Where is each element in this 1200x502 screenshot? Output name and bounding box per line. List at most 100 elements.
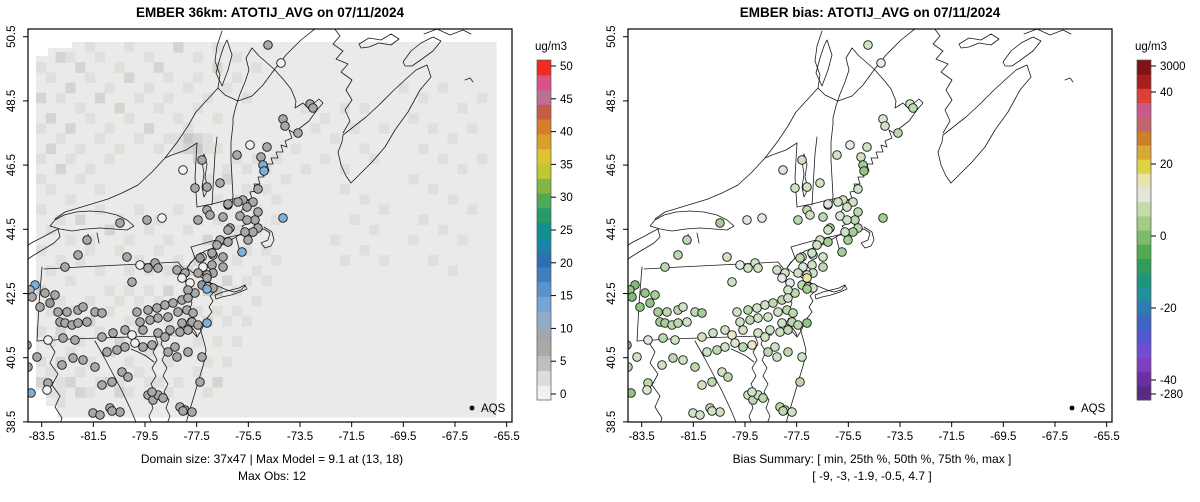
outline-lake-erie-north: [28, 228, 59, 246]
outline-finger-lake-2: [96, 232, 100, 244]
raster-cell: [114, 376, 125, 388]
right-caption-line2: [ -9, -3, -1.9, -0.5, 4.7 ]: [812, 469, 932, 483]
raster-cell: [143, 376, 154, 388]
aqs-site-dot: [82, 317, 92, 327]
aqs-site-dot: [108, 328, 118, 338]
raster-cell: [163, 133, 174, 144]
colorbar-segment: [537, 296, 551, 312]
aqs-site-dot: [183, 325, 193, 335]
raster-cell: [124, 234, 135, 246]
aqs-site-dot: [850, 215, 860, 225]
colorbar-segment: [1137, 329, 1151, 344]
aqs-site-dot: [760, 300, 770, 310]
raster-cell: [232, 336, 243, 347]
aqs-site-dot: [280, 121, 290, 131]
raster-cell: [173, 143, 184, 155]
raster-cell: [173, 133, 184, 144]
aqs-site-dot: [880, 121, 890, 131]
raster-cell: [183, 224, 194, 236]
colorbar-segment: [1137, 159, 1151, 174]
aqs-site-dot: [628, 292, 637, 302]
raster-cell: [45, 113, 56, 124]
aqs-site-dot: [797, 155, 807, 165]
outline-nh-me-border: [830, 123, 834, 206]
raster-cell: [241, 316, 252, 327]
colorbar-tick-label: 25: [560, 225, 573, 237]
outline-st-lawrence-river: [54, 30, 223, 220]
aqs-site-dot: [778, 406, 788, 416]
outline-lake-erie-south: [628, 228, 661, 260]
raster-cell: [222, 82, 233, 94]
aqs-site-dot: [835, 211, 845, 221]
aqs-site-dot: [107, 406, 117, 416]
raster-cell: [134, 133, 145, 144]
colorbar-segment: [537, 355, 551, 371]
aqs-site-dot: [783, 325, 793, 335]
y-tick-label: 44.5: [606, 218, 618, 240]
x-tick-label: -73.5: [287, 431, 313, 443]
aqs-site-dot: [263, 40, 273, 50]
raster-cell: [55, 214, 66, 226]
raster-cell: [94, 184, 105, 195]
x-tick-label: -65.5: [494, 431, 520, 443]
aqs-site-dot: [775, 327, 785, 337]
raster-cell: [36, 204, 47, 215]
aqs-site-dot: [78, 355, 88, 365]
colorbar-segment: [537, 281, 551, 298]
aqs-site-dot: [153, 328, 163, 338]
raster-cell: [114, 336, 125, 347]
aqs-site-dot: [43, 335, 53, 345]
raster-cell: [124, 285, 135, 297]
x-tick-label: -77.5: [784, 431, 810, 443]
raster-cell: [192, 52, 203, 63]
outline-ny-vt-border: [194, 142, 198, 208]
outline-md-wv-border: [94, 340, 137, 422]
raster-cell: [104, 153, 115, 165]
aqs-site-dot: [62, 307, 72, 317]
aqs-site-dot: [28, 388, 36, 398]
raster-cell: [192, 305, 203, 317]
aqs-site-dot: [153, 313, 163, 323]
raster-cell: [134, 295, 145, 307]
y-tick-label: 46.5: [6, 154, 18, 176]
aqs-site-dot: [777, 273, 787, 283]
x-axis: -83.5 -81.5 -79.5 -77.5 -75.5 -73.5 -71.5 -69.5…: [29, 422, 520, 443]
aqs-site-dot: [727, 277, 737, 287]
outline-gaspe-new-brunswick-coast: [932, 29, 953, 134]
raster-cell: [437, 82, 448, 94]
aqs-site-dot: [753, 263, 763, 273]
raster-cell: [75, 214, 86, 226]
aqs-site-dot: [177, 318, 187, 328]
raster-cell: [114, 102, 125, 114]
raster-cell: [85, 387, 96, 398]
aqs-site-dot: [715, 407, 725, 417]
map-area: [28, 29, 497, 422]
colorbar-tick-label: 50: [560, 61, 573, 73]
aqs-site-dot: [758, 393, 768, 403]
y-tick-label: 50.5: [6, 26, 18, 48]
aqs-site-dot: [28, 292, 37, 302]
raster-cell: [36, 326, 47, 337]
outline-md-wv-border: [694, 340, 737, 422]
aqs-site-dot: [197, 352, 207, 362]
outline-ct-ny-border: [186, 246, 196, 269]
aqs-site-dot: [308, 103, 318, 113]
raster-cell: [65, 123, 76, 134]
raster-cell: [75, 366, 86, 378]
raster-cell: [75, 173, 86, 185]
outline-potomac-river: [130, 348, 155, 363]
raster-cell: [232, 305, 243, 317]
y-tick-label: 48.5: [606, 90, 618, 112]
raster-cell: [75, 387, 86, 398]
map-area: [628, 29, 1074, 422]
raster-cell: [379, 255, 390, 266]
y-tick-label: 40.5: [606, 347, 618, 369]
aqs-site-dot: [818, 212, 828, 222]
raster-cell: [183, 82, 194, 94]
raster-cell: [271, 255, 282, 266]
outline-prince-edward-island: [358, 33, 400, 49]
raster-cell: [428, 255, 439, 266]
aqs-site-dot: [765, 325, 775, 335]
outline-vt-nh-border: [211, 136, 218, 206]
outline-ct-ri-border: [235, 236, 240, 249]
